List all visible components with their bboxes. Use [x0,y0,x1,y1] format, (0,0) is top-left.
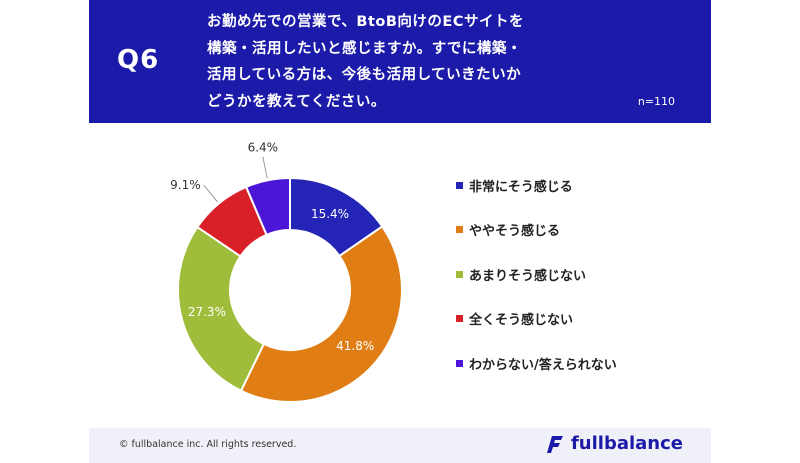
slice-value-label: 15.4% [311,207,349,221]
legend-label: 非常にそう感じる [469,179,573,195]
question-line: 構築・活用したいと感じますか。すでに構築・ [207,40,522,57]
label-leader-line [203,184,218,203]
sample-size: n=110 [637,95,675,108]
legend-item: 全くそう感じない [456,310,617,328]
slice-value-label: 9.1% [170,178,201,192]
donut-chart-area: 15.4% 41.8% 27.3% 9.1% 6.4% [0,123,800,423]
legend-item: わからない/答えられない [456,354,617,373]
slice-value-label: 27.3% [188,305,226,319]
copyright-text: © fullbalance inc. All rights reserved. [119,439,297,450]
question-number: Q6 [117,45,160,75]
logo-text: fullbalance [570,433,683,454]
legend-label: わからない/答えられない [469,357,617,373]
legend-swatch [456,270,463,278]
logo-mark-icon [546,435,563,453]
legend-swatch [456,359,463,367]
donut-slice-somewhat [239,225,403,403]
header-banner: Q6 お勤め先での営業で、BtoB向けのECサイトを 構築・活用したいと感じます… [89,0,711,123]
legend-swatch [456,226,463,233]
legend-swatch [456,181,463,189]
footer: © fullbalance inc. All rights reserved. … [89,428,711,463]
legend-item: 非常にそう感じる [456,176,617,195]
chart-legend: 非常にそう感じる ややそう感じるあまりそう感じない 全くそう感じないわからない/答え… [456,176,617,399]
question-line: 活用している方は、今後も活用していきたいか [207,67,522,83]
legend-label: ややそう感じる [469,224,561,239]
donut-slice-not-much [177,225,266,393]
question-line: どうかを教えてください。 [207,93,386,110]
company-logo: fullbalance [546,433,683,454]
slice-value-label: 41.8% [336,339,374,353]
legend-swatch [456,315,463,322]
question-line: お勤め先での営業で、BtoB向けのECサイトを [207,14,524,30]
donut-slice-unknown [244,176,291,237]
donut-chart: 15.4% 41.8% 27.3% 9.1% 6.4% [170,141,403,403]
legend-label: あまりそう感じない [469,268,587,284]
label-leader-line [262,156,268,179]
question-text: お勤め先での営業で、BtoB向けのECサイトを 構築・活用したいと感じますか。す… [207,9,627,115]
legend-label: 全くそう感じない [469,313,574,328]
slice-value-label: 6.4% [248,141,279,155]
legend-item: ややそう感じる [456,221,617,239]
legend-item: あまりそう感じない [456,265,617,284]
